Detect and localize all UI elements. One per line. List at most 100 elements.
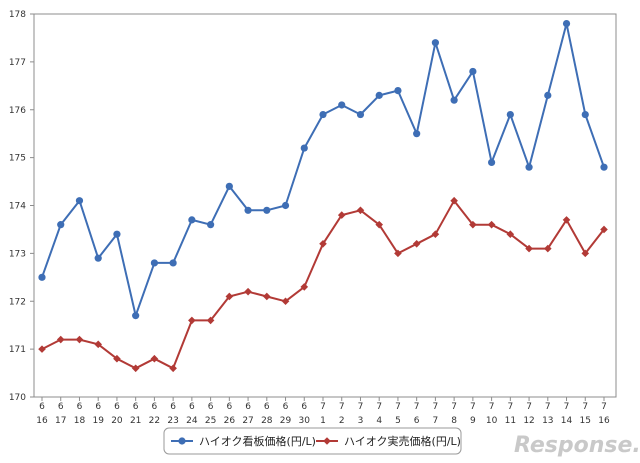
data-point: [150, 259, 158, 267]
series-layer: [38, 19, 608, 373]
y-tick-label: 173: [9, 249, 26, 259]
data-point: [356, 206, 365, 215]
data-point: [207, 221, 215, 229]
x-tick-month: 7: [470, 402, 476, 412]
data-point: [487, 220, 496, 229]
data-point: [562, 19, 571, 28]
data-point: [544, 91, 552, 99]
x-axis: 6166176186196206216226236246256266276286…: [36, 397, 610, 426]
x-tick-month: 7: [358, 402, 364, 412]
x-tick-day: 1: [320, 416, 326, 426]
data-point: [38, 345, 46, 353]
y-tick-label: 176: [9, 106, 26, 116]
data-point: [469, 220, 477, 229]
x-tick-day: 27: [242, 416, 253, 426]
x-tick-day: 4: [376, 416, 382, 426]
data-point: [375, 220, 383, 229]
x-tick-day: 17: [55, 416, 66, 426]
legend: ハイオク看板価格(円/L) ハイオク実売価格(円/L): [163, 427, 462, 455]
x-tick-month: 6: [283, 402, 289, 412]
data-point: [75, 335, 84, 344]
y-tick-label: 174: [9, 202, 26, 212]
x-tick-month: 7: [320, 402, 326, 412]
data-point: [38, 273, 46, 281]
y-tick-label: 175: [9, 154, 26, 164]
data-point: [488, 158, 496, 167]
x-tick-day: 22: [149, 416, 160, 426]
series-1: [38, 19, 608, 320]
y-tick-label: 172: [9, 297, 26, 307]
data-point: [506, 110, 514, 119]
series-line: [41, 22, 605, 317]
x-tick-month: 6: [226, 402, 232, 412]
x-tick-day: 2: [339, 416, 345, 426]
data-point: [225, 292, 234, 301]
x-tick-day: 25: [205, 416, 216, 426]
x-tick-month: 7: [545, 402, 551, 412]
data-point: [506, 230, 515, 239]
x-tick-month: 6: [264, 402, 270, 412]
data-point: [413, 130, 421, 138]
data-point: [394, 87, 402, 95]
x-tick-month: 6: [39, 402, 45, 412]
data-point: [431, 230, 440, 239]
data-point: [150, 354, 159, 363]
legend-label: ハイオク看板価格(円/L): [199, 434, 316, 448]
x-tick-day: 28: [261, 416, 273, 426]
x-tick-day: 15: [580, 416, 591, 426]
x-tick-month: 6: [152, 402, 158, 412]
x-tick-month: 6: [189, 402, 195, 412]
x-tick-day: 21: [130, 416, 141, 426]
x-tick-month: 6: [58, 402, 64, 412]
x-tick-month: 6: [208, 402, 214, 412]
data-point: [600, 225, 608, 234]
x-tick-month: 6: [114, 402, 120, 412]
data-point: [581, 249, 590, 258]
data-point: [281, 201, 290, 210]
x-tick-month: 7: [564, 402, 570, 412]
data-point: [337, 211, 346, 219]
data-point: [319, 110, 327, 119]
x-tick-day: 8: [451, 416, 457, 426]
data-point: [469, 67, 477, 76]
x-tick-month: 7: [395, 402, 401, 412]
y-tick-label: 177: [9, 58, 26, 68]
x-tick-day: 11: [505, 416, 516, 426]
y-tick-label: 178: [9, 10, 26, 20]
x-tick-day: 24: [186, 416, 198, 426]
data-point: [562, 216, 571, 224]
data-point: [300, 144, 308, 152]
x-tick-month: 6: [95, 402, 101, 412]
data-point: [244, 287, 252, 296]
data-point: [338, 101, 346, 109]
x-tick-month: 7: [601, 402, 607, 412]
data-point: [263, 292, 271, 301]
x-tick-month: 6: [133, 402, 139, 412]
y-axis: 170 171 172 173 174 175 176 177 178: [9, 10, 34, 403]
data-point: [394, 249, 402, 258]
x-tick-month: 6: [245, 402, 251, 412]
y-tick-label: 170: [9, 393, 26, 403]
data-point: [581, 110, 589, 119]
data-point: [356, 110, 365, 119]
x-tick-day: 16: [36, 416, 48, 426]
x-tick-day: 5: [395, 416, 401, 426]
x-tick-day: 23: [167, 416, 178, 426]
x-tick-month: 6: [77, 402, 83, 412]
data-point: [450, 196, 458, 205]
x-tick-day: 7: [433, 416, 439, 426]
data-point: [188, 216, 196, 224]
x-tick-day: 10: [486, 416, 498, 426]
x-tick-month: 7: [582, 402, 588, 412]
x-tick-month: 7: [451, 402, 457, 412]
data-point: [375, 91, 383, 99]
x-tick-month: 7: [376, 402, 382, 412]
data-point: [75, 197, 84, 205]
x-tick-day: 26: [224, 416, 236, 426]
data-point: [113, 230, 121, 238]
x-tick-month: 7: [526, 402, 532, 412]
data-point: [244, 206, 252, 214]
x-tick-day: 18: [74, 416, 86, 426]
data-point: [450, 96, 458, 104]
